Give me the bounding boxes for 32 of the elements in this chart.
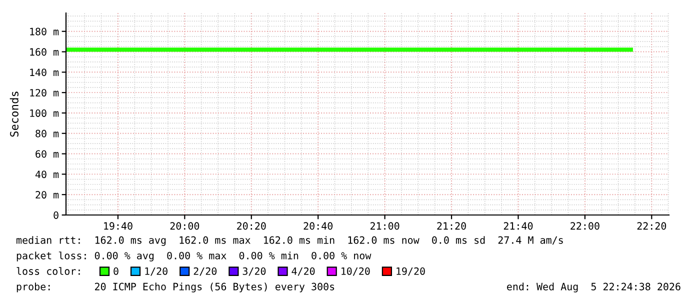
legend-label: 4/20 (292, 267, 315, 276)
y-tick-label: 40 m (35, 170, 59, 178)
legend-label: 2/20 (194, 267, 217, 276)
x-tick-label: 20:00 (170, 222, 200, 230)
x-tick-label: 21:20 (437, 222, 466, 230)
x-tick-label: 21:00 (370, 222, 400, 230)
text: packet loss: 0.00 % avg 0.00 % max 0.00 % min 0.00 % now (16, 252, 372, 262)
text: probe: 20 ICMP Echo Pings (56 Bytes) every 300s (16, 282, 334, 292)
y-tick-label: 140 m (30, 68, 59, 76)
legend-label: 0 (114, 267, 118, 275)
y-tick-label: 80 m (36, 130, 59, 138)
x-tick-label: 20:40 (304, 222, 333, 230)
text: median rtt: 162.0 ms avg 162.0 ms max 162.0 ms min 162.0 ms now 0.0 ms sd 27.4 M am/s (16, 236, 563, 246)
y-tick-label: 120 m (30, 88, 59, 97)
y-axis-title: Seconds (10, 92, 18, 137)
x-tick-label: 19:40 (104, 222, 132, 230)
y-tick-label: 100 m (30, 109, 59, 117)
y-tick-label: 60 m (36, 150, 59, 158)
x-tick-label: 20:20 (237, 222, 266, 230)
legend-label: 3/20 (242, 267, 266, 276)
x-tick-label: 22:00 (570, 222, 600, 230)
text: end: Wed Aug 5 22:24:38 2026 (507, 282, 680, 292)
y-tick-label: 160 m (30, 48, 59, 56)
legend-label: 10/20 (342, 267, 370, 276)
y-tick-label: 0 (54, 211, 58, 219)
x-tick-label: 21:40 (504, 222, 533, 230)
x-tick-label: 22:20 (637, 222, 666, 230)
y-tick-label: 180 m (30, 28, 59, 36)
legend-label: 1/20 (145, 267, 168, 276)
y-tick-label: 20 m (36, 191, 59, 199)
legend-title: loss color: (16, 267, 80, 275)
legend-label: 19/20 (396, 267, 425, 276)
